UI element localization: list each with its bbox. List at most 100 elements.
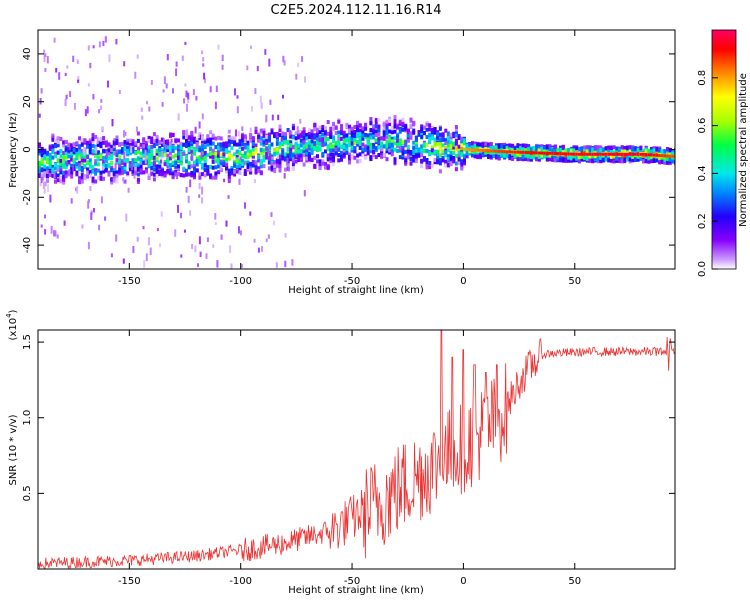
heatmap-cell <box>46 174 49 179</box>
heatmap-cell <box>80 165 84 170</box>
heatmap-scatter <box>191 244 194 249</box>
heatmap-scatter <box>201 113 204 120</box>
heatmap-cell <box>243 134 247 139</box>
heatmap-ridge-cell <box>666 154 670 158</box>
heatmap-cell <box>420 147 424 152</box>
heatmap-scatter <box>270 212 273 217</box>
heatmap-cell <box>436 160 440 165</box>
heatmap-cell <box>56 158 60 163</box>
heatmap-cell <box>374 146 378 151</box>
heatmap-cell <box>513 153 517 158</box>
heatmap-scatter <box>214 213 217 220</box>
heatmap-cell <box>396 141 400 146</box>
heatmap-cell <box>318 130 322 135</box>
heatmap-cell <box>80 173 84 178</box>
heatmap-cell <box>297 152 301 156</box>
heatmap-ridge-cell <box>553 152 557 155</box>
heatmap-cell <box>449 132 453 137</box>
heatmap-cell <box>203 150 207 155</box>
heatmap-scatter <box>68 147 71 151</box>
heatmap-scatter <box>86 106 89 114</box>
heatmap-scatter <box>217 44 220 50</box>
heatmap-cell <box>238 166 242 171</box>
heatmap-cell <box>126 171 130 176</box>
heatmap-scatter <box>108 54 111 63</box>
heatmap-scatter <box>254 88 257 95</box>
heatmap-scatter <box>81 224 84 229</box>
heatmap-cell <box>209 151 213 156</box>
heatmap-cell <box>225 162 229 167</box>
heatmap-cell <box>393 136 397 141</box>
heatmap-cell <box>209 146 213 151</box>
heatmap-cell <box>110 161 114 165</box>
heatmap-scatter <box>39 182 42 187</box>
heatmap-cell <box>246 163 250 168</box>
heatmap-cell <box>225 146 229 151</box>
heatmap-cell <box>553 156 557 160</box>
heatmap-scatter <box>260 102 263 109</box>
heatmap-cell <box>412 157 416 162</box>
heatmap-cell <box>80 158 84 163</box>
heatmap-cell <box>631 146 635 151</box>
heatmap-scatter <box>198 182 201 190</box>
heatmap-cell <box>206 134 210 139</box>
heatmap-cell <box>650 159 654 164</box>
heatmap-cell <box>422 125 426 130</box>
heatmap-cell <box>123 179 127 184</box>
heatmap-ridge-cell <box>610 152 613 156</box>
x-tick-label: 50 <box>568 276 581 287</box>
heatmap-cell <box>428 140 432 144</box>
heatmap-cell <box>460 159 464 164</box>
heatmap-cell <box>318 125 322 130</box>
heatmap-cell <box>217 148 221 152</box>
heatmap-scatter <box>194 126 197 134</box>
heatmap-cell <box>441 149 445 154</box>
heatmap-cell <box>152 160 156 165</box>
heatmap-ridge-cell <box>473 148 477 152</box>
heatmap-ridge-cell <box>476 148 480 152</box>
heatmap-cell <box>281 131 285 136</box>
heatmap-cell <box>163 152 167 157</box>
heatmap-cell <box>412 128 416 133</box>
heatmap-cell <box>267 138 271 143</box>
heatmap-cell <box>230 139 234 144</box>
heatmap-cell <box>283 138 287 143</box>
heatmap-scatter <box>53 170 56 179</box>
heatmap-cell <box>420 164 424 169</box>
heatmap-cell <box>96 168 100 173</box>
heatmap-cell <box>390 147 394 152</box>
heatmap-cell <box>393 160 397 165</box>
heatmap-cell <box>398 155 402 160</box>
heatmap-scatter <box>140 107 143 112</box>
heatmap-cell <box>626 155 629 160</box>
heatmap-cell <box>302 162 306 167</box>
heatmap-cell <box>211 155 215 160</box>
heatmap-scatter <box>282 94 284 99</box>
heatmap-scatter <box>165 83 168 89</box>
heatmap-cell <box>214 136 218 141</box>
heatmap-cell <box>214 145 218 150</box>
heatmap-scatter <box>40 224 43 228</box>
heatmap-cell <box>104 140 108 145</box>
heatmap-cell <box>326 157 330 162</box>
heatmap-cell <box>390 130 394 135</box>
heatmap-cell <box>497 156 501 161</box>
heatmap-cell <box>318 163 322 168</box>
heatmap-cell <box>46 178 49 183</box>
heatmap-cell <box>177 144 180 149</box>
heatmap-cell <box>361 126 365 131</box>
heatmap-cell <box>401 151 405 156</box>
heatmap-cell <box>78 160 82 165</box>
svg-text:(x104): (x104) <box>5 309 19 340</box>
heatmap-cell <box>313 122 317 127</box>
heatmap-cell <box>412 130 416 135</box>
heatmap-scatter <box>183 98 186 104</box>
heatmap-cell <box>444 145 448 150</box>
heatmap-scatter <box>89 173 92 179</box>
heatmap-cell <box>126 159 130 164</box>
heatmap-cell <box>647 149 651 153</box>
heatmap-cell <box>388 140 392 145</box>
heatmap-cell <box>655 158 659 163</box>
heatmap-cell <box>219 152 223 157</box>
snr-xlabel: Height of straight line (km) <box>288 585 424 596</box>
